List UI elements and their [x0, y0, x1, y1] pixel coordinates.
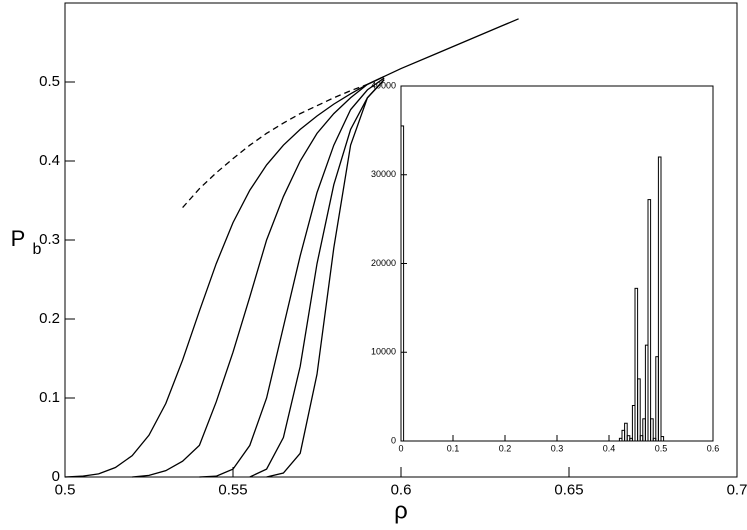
- y-tick-label: 0.1: [39, 389, 60, 406]
- histogram-bar: [660, 436, 665, 442]
- y-tick-label: 40000: [371, 80, 396, 90]
- x-tick-label: 0.65: [554, 481, 583, 498]
- y-tick-label: 0: [52, 468, 60, 485]
- x-tick-label: 0.3: [551, 443, 564, 453]
- series-line: [132, 75, 385, 478]
- series-line: [64, 18, 519, 478]
- x-tick-label: 0.5: [655, 443, 668, 453]
- y-tick-label: 0: [391, 435, 396, 445]
- histogram-bar: [657, 156, 662, 442]
- x-tick-label: 0.5: [55, 481, 76, 498]
- x-tick-label: 0.7: [727, 481, 747, 498]
- y-tick-label: 0.3: [39, 231, 60, 248]
- y-tick-label: 30000: [371, 169, 396, 179]
- y-axis-label: P: [11, 226, 26, 251]
- x-tick-label: 0.6: [391, 481, 412, 498]
- y-tick-label: 0.2: [39, 310, 60, 327]
- x-tick-label: 0.1: [447, 443, 460, 453]
- histogram-bar: [400, 125, 405, 442]
- x-tick-label: 0.55: [218, 481, 247, 498]
- series-line: [249, 79, 385, 478]
- y-axis-label-subscript: b: [33, 241, 42, 258]
- histogram-bar: [634, 287, 639, 442]
- series-line: [266, 79, 385, 478]
- x-tick-label: 0.4: [603, 443, 616, 453]
- histogram-bar: [650, 418, 654, 442]
- x-tick-label: 0.2: [499, 443, 512, 453]
- y-tick-label: 20000: [371, 258, 396, 268]
- series-line: [199, 77, 385, 478]
- y-tick-label: 0.5: [39, 73, 60, 90]
- inset-frame: [400, 85, 714, 442]
- histogram-bar: [624, 422, 628, 442]
- histogram-bar: [647, 199, 652, 442]
- y-tick-label: 0.4: [39, 152, 60, 169]
- x-tick-label: 0: [398, 443, 403, 453]
- x-tick-label: 0.6: [707, 443, 720, 453]
- histogram-bar: [637, 378, 641, 442]
- series-line: [182, 83, 368, 209]
- x-axis-label: ρ: [394, 497, 408, 524]
- y-tick-label: 10000: [371, 347, 396, 357]
